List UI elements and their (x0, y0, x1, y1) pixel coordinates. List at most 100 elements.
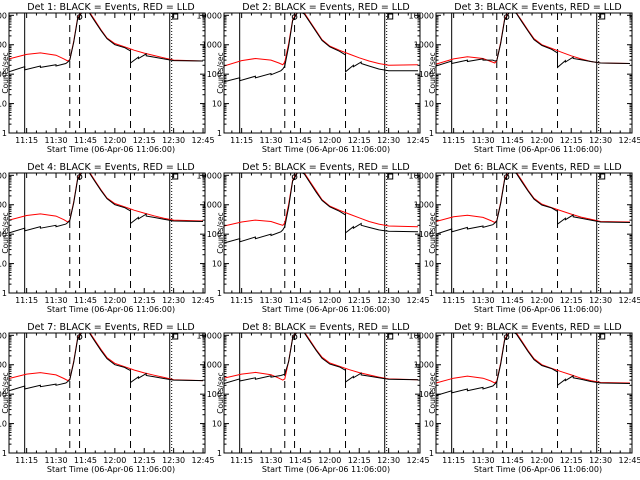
flag-square-marker (599, 173, 606, 180)
chart-panel: 1 10 100 1000 10000 11:15 11:30 11:45 12:00 12:15… (0, 2, 215, 154)
chart-title: Det 1: BLACK = Events, RED = LLD (27, 2, 194, 13)
x-tick-label: 12:45 (192, 456, 215, 465)
events-series-line (224, 173, 419, 244)
flag-square-marker (172, 173, 179, 180)
x-tick-label: 11:30 (45, 136, 68, 145)
x-tick-label: 11:45 (501, 296, 524, 305)
y-tick-label: 100 (419, 230, 434, 239)
y-tick-label: 10000 (0, 331, 7, 340)
y-tick-label: 10 (424, 260, 434, 269)
plot-frame (435, 332, 633, 454)
x-tick-label: 11:30 (45, 296, 68, 305)
y-tick-label: 100 (207, 230, 222, 239)
x-tick-label: 12:30 (377, 136, 400, 145)
flag-square-marker (387, 13, 394, 20)
y-axis-label: Counts/sec (1, 52, 10, 93)
x-tick-label: 12:15 (560, 296, 583, 305)
x-tick-label: 12:15 (348, 296, 371, 305)
events-series-line (9, 173, 204, 234)
chart-panel: 1 10 100 1000 10000 11:15 11:30 11:45 12:00 12:15… (197, 322, 430, 474)
y-tick-label: 1000 (0, 201, 7, 210)
flag-square-marker (172, 333, 179, 340)
chart-panel: 1 10 100 1000 10000 11:15 11:30 11:45 12:00 12:15… (409, 322, 640, 474)
chart-title: Det 4: BLACK = Events, RED = LLD (27, 162, 194, 173)
chart-panel: 1 10 100 1000 10000 11:15 11:30 11:45 12:00 12:15… (197, 162, 430, 314)
chart-title: Det 3: BLACK = Events, RED = LLD (454, 2, 621, 13)
flag-circle-marker (503, 334, 510, 340)
x-tick-label: 12:00 (530, 296, 553, 305)
chart-title: Det 7: BLACK = Events, RED = LLD (27, 322, 194, 333)
y-tick-label: 10 (424, 100, 434, 109)
x-tick-label: 12:00 (103, 296, 126, 305)
y-axis-label: Counts/sec (428, 212, 437, 253)
x-tick-label: 11:45 (74, 456, 97, 465)
x-tick-label: 12:15 (560, 456, 583, 465)
x-tick-label: 12:30 (377, 296, 400, 305)
plot-frame (8, 172, 206, 294)
plot-frame (8, 12, 206, 134)
y-tick-label: 1000 (0, 41, 7, 50)
x-tick-label: 11:45 (289, 456, 312, 465)
x-tick-label: 12:45 (407, 136, 430, 145)
events-series-line (9, 13, 204, 73)
chart-title: Det 5: BLACK = Events, RED = LLD (242, 162, 409, 173)
flag-circle-marker (291, 14, 298, 20)
y-tick-label: 10000 (409, 11, 434, 20)
y-tick-label: 1000 (0, 361, 7, 370)
y-tick-label: 1 (2, 129, 7, 138)
x-tick-label: 11:45 (74, 136, 97, 145)
x-tick-label: 12:30 (589, 456, 612, 465)
x-axis-label: Start Time (06-Apr-06 11:06:00) (262, 145, 390, 154)
chart-title: Det 8: BLACK = Events, RED = LLD (242, 322, 409, 333)
x-tick-label: 12:00 (318, 296, 341, 305)
x-tick-label: 12:00 (318, 136, 341, 145)
y-tick-label: 1000 (414, 361, 434, 370)
y-tick-label: 1000 (202, 361, 222, 370)
y-tick-label: 1000 (414, 41, 434, 50)
y-tick-label: 100 (419, 70, 434, 79)
chart-panel: 1 10 100 1000 10000 11:15 11:30 11:45 12:00 12:15… (409, 162, 640, 314)
x-tick-label: 12:45 (619, 456, 640, 465)
x-tick-label: 11:15 (230, 456, 253, 465)
x-tick-label: 12:15 (133, 456, 156, 465)
y-tick-label: 1 (217, 129, 222, 138)
y-tick-label: 10 (0, 420, 7, 429)
y-tick-label: 1 (2, 449, 7, 458)
y-tick-label: 10 (212, 260, 222, 269)
x-tick-label: 12:30 (162, 296, 185, 305)
x-tick-label: 12:45 (192, 136, 215, 145)
x-tick-label: 12:30 (589, 296, 612, 305)
x-tick-label: 11:30 (472, 296, 495, 305)
x-tick-label: 11:15 (442, 456, 465, 465)
flag-square-marker (387, 333, 394, 340)
x-tick-label: 11:30 (472, 456, 495, 465)
x-tick-label: 12:45 (407, 456, 430, 465)
x-tick-label: 11:15 (15, 456, 38, 465)
flag-circle-marker (76, 14, 83, 20)
y-tick-label: 1 (429, 289, 434, 298)
plot-frame (8, 332, 206, 454)
events-series-line (436, 13, 631, 69)
y-tick-label: 10000 (409, 171, 434, 180)
y-tick-label: 1 (217, 289, 222, 298)
x-tick-label: 11:15 (442, 136, 465, 145)
x-tick-label: 11:30 (472, 136, 495, 145)
x-tick-label: 12:00 (530, 456, 553, 465)
x-tick-label: 11:15 (230, 296, 253, 305)
plot-frame (435, 172, 633, 294)
x-axis-label: Start Time (06-Apr-06 11:06:00) (262, 305, 390, 314)
x-tick-label: 11:30 (260, 296, 283, 305)
x-tick-label: 11:30 (260, 136, 283, 145)
y-tick-label: 100 (207, 390, 222, 399)
chart-title: Det 6: BLACK = Events, RED = LLD (454, 162, 621, 173)
x-tick-label: 12:15 (560, 136, 583, 145)
y-tick-label: 100 (419, 390, 434, 399)
x-tick-label: 12:45 (407, 296, 430, 305)
y-axis-label: Counts/sec (1, 372, 10, 413)
x-tick-label: 12:30 (377, 456, 400, 465)
x-axis-label: Start Time (06-Apr-06 11:06:00) (47, 145, 175, 154)
flag-square-marker (599, 13, 606, 20)
events-series-line (436, 173, 631, 235)
